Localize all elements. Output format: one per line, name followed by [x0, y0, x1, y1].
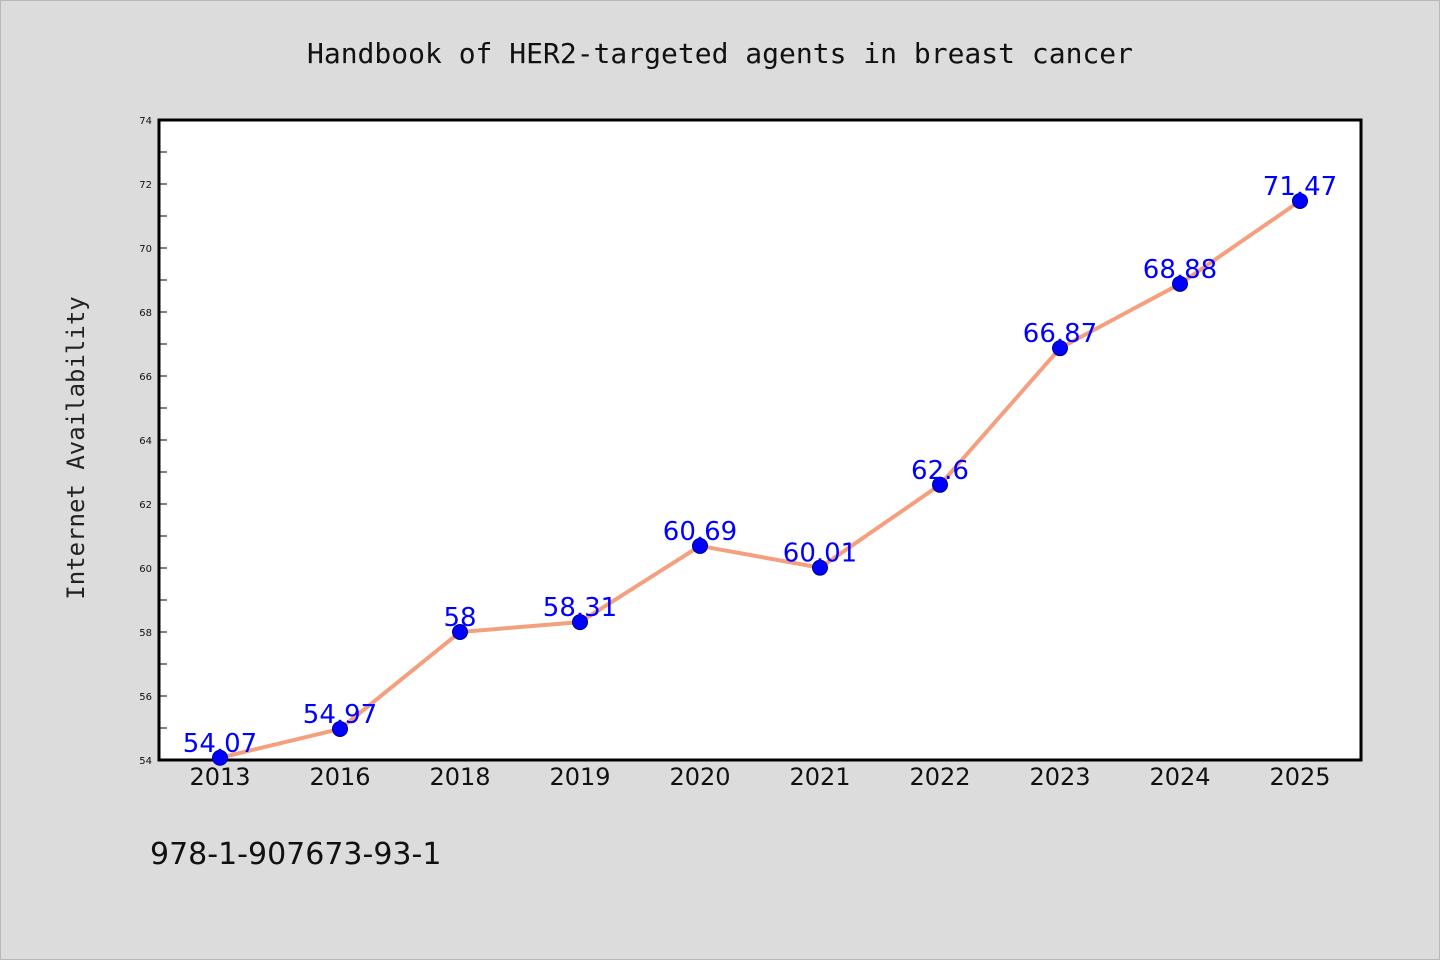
- x-tick-label: 2019: [549, 763, 610, 791]
- data-label: 58.31: [543, 593, 617, 623]
- data-label: 71.47: [1263, 172, 1337, 202]
- plot-area: [157, 118, 1363, 762]
- data-point: [692, 537, 708, 554]
- chart-title: Handbook of HER2-targeted agents in brea…: [307, 37, 1133, 70]
- y-tick-label: 74: [139, 116, 152, 127]
- x-tick-label: 2023: [1029, 763, 1090, 791]
- data-point: [812, 559, 828, 576]
- y-tick-label: 62: [139, 500, 152, 511]
- y-tick-label: 58: [139, 628, 152, 639]
- y-tick-label: 60: [139, 564, 152, 575]
- x-tick-label: 2013: [189, 763, 250, 791]
- data-label: 60.69: [663, 517, 737, 547]
- y-tick-label: 54: [139, 756, 152, 767]
- data-label: 66.87: [1023, 319, 1097, 349]
- y-tick-label: 64: [139, 436, 152, 447]
- x-tick-label: 2021: [789, 763, 850, 791]
- data-point: [212, 749, 228, 766]
- y-axis: 54 56 58 60 62 64 66 68 70 72 74: [139, 116, 167, 767]
- data-point: [1292, 192, 1308, 209]
- data-point: [452, 624, 468, 640]
- y-tick-label: 68: [139, 308, 152, 319]
- x-tick-label: 2022: [909, 763, 970, 791]
- series-line: [218, 198, 1302, 760]
- data-label: 58: [443, 603, 476, 633]
- x-tick-label: 2020: [669, 763, 730, 791]
- y-tick-label: 70: [139, 244, 152, 255]
- x-tick-label: 2018: [429, 763, 490, 791]
- data-label: 68.88: [1143, 255, 1217, 285]
- y-axis-label: Internet Availability: [62, 296, 90, 599]
- x-axis: 2013 2016 2018 2019 2020 2021 2022 2023 2024 2025: [189, 763, 1330, 791]
- data-label: 62.6: [911, 456, 969, 486]
- data-point: [572, 614, 588, 631]
- x-tick-label: 2016: [309, 763, 370, 791]
- data-point: [1172, 275, 1188, 292]
- data-label: 60.01: [783, 539, 857, 569]
- data-label: 54.97: [303, 700, 377, 730]
- data-point: [1052, 340, 1068, 357]
- footer-isbn: 978-1-907673-93-1: [150, 837, 441, 872]
- y-tick-label: 72: [139, 180, 152, 191]
- data-point: [932, 476, 948, 493]
- x-tick-label: 2025: [1269, 763, 1330, 791]
- data-point: [332, 720, 348, 737]
- y-tick-label: 66: [139, 372, 152, 383]
- data-label: 54.07: [183, 729, 257, 759]
- series-layer: 54.07 54.97 58 58.31 60.69 60.01 62.6 66.87 68.8…: [183, 172, 1337, 766]
- y-tick-label: 56: [139, 692, 152, 703]
- x-tick-label: 2024: [1149, 763, 1210, 791]
